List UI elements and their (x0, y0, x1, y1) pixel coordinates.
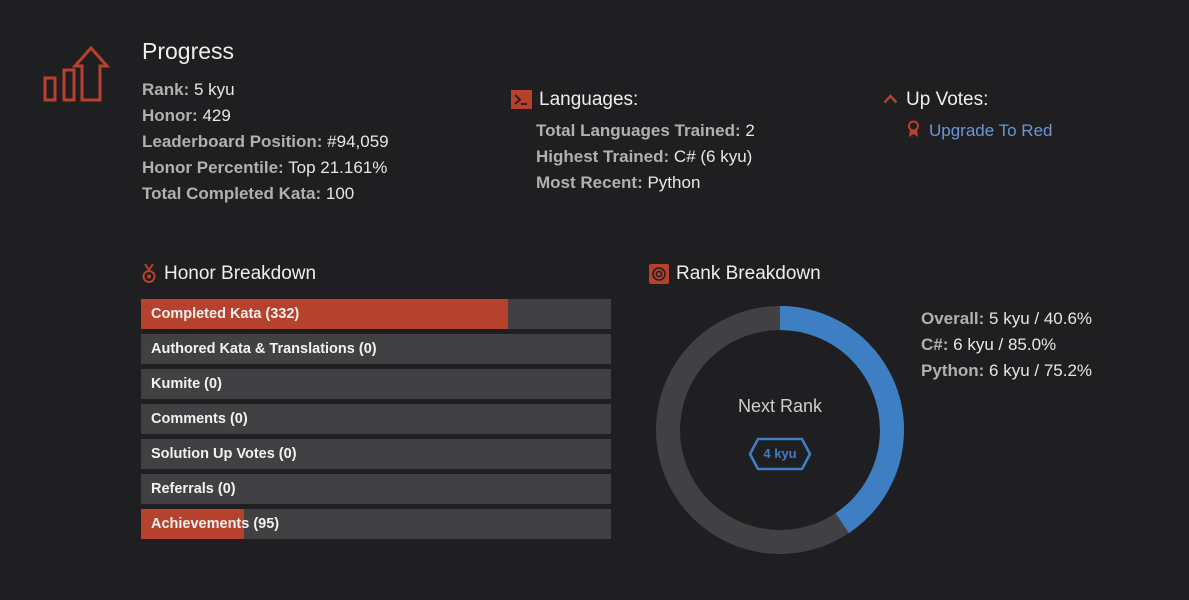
honor-bar-solution-up-votes: Solution Up Votes (0) (141, 439, 611, 469)
stat-most-recent: Most Recent: Python (536, 173, 701, 192)
rank-python: Python: 6 kyu / 75.2% (921, 361, 1093, 380)
stat-leaderboard: Leaderboard Position: #94,059 (142, 132, 389, 151)
honor-bar-kumite: Kumite (0) (141, 369, 611, 399)
progress-stats: Rank: 5 kyu Honor: 429 Leaderboard Posit… (142, 77, 389, 207)
honor-bar-achievements: Achievements (95) (141, 509, 611, 539)
rank-csharp: C#: 6 kyu / 85.0% (921, 335, 1057, 354)
languages-stats: Total Languages Trained: 2 Highest Train… (536, 118, 755, 196)
medal-icon (142, 264, 156, 283)
ribbon-icon (908, 120, 919, 137)
honor-bar-label: Authored Kata & Translations (0) (151, 341, 377, 357)
stat-percentile: Honor Percentile: Top 21.161% (142, 158, 388, 177)
rank-donut-chart (656, 306, 904, 554)
progress-icon (43, 45, 110, 102)
upgrade-to-red-link[interactable]: Upgrade To Red (929, 121, 1053, 140)
honor-bar-label: Referrals (0) (151, 481, 236, 497)
stat-honor: Honor: 429 (142, 106, 231, 125)
stat-completed-kata: Total Completed Kata: 100 (142, 184, 355, 203)
stat-rank: Rank: 5 kyu (142, 80, 235, 99)
stat-highest-trained: Highest Trained: C# (6 kyu) (536, 147, 753, 166)
kyu-badge-hexagon (748, 437, 812, 471)
honor-bar-authored-kata: Authored Kata & Translations (0) (141, 334, 611, 364)
upvotes-title: Up Votes: (906, 89, 989, 110)
rank-overall: Overall: 5 kyu / 40.6% (921, 309, 1093, 328)
honor-bar-label: Achievements (95) (151, 516, 280, 532)
progress-title: Progress (142, 38, 235, 64)
target-icon (649, 264, 669, 284)
next-rank-label: Next Rank (737, 396, 823, 416)
donut-progress-arc (656, 306, 904, 554)
honor-bar-comments: Comments (0) (141, 404, 611, 434)
terminal-icon (511, 90, 532, 109)
honor-bar-completed-kata: Completed Kata (332) (141, 299, 611, 329)
honor-bar-label: Completed Kata (332) (151, 306, 300, 322)
honor-breakdown-title: Honor Breakdown (164, 263, 317, 284)
honor-bar-fill (141, 299, 508, 329)
languages-title: Languages: (539, 89, 639, 110)
honor-bar-label: Comments (0) (151, 411, 248, 427)
honor-bar-referrals: Referrals (0) (141, 474, 611, 504)
chevron-up-icon (883, 94, 898, 104)
stat-total-languages: Total Languages Trained: 2 (536, 121, 755, 140)
honor-bar-label: Kumite (0) (151, 376, 222, 392)
next-rank-badge: 4 kyu (763, 446, 797, 461)
honor-bar-fill (141, 509, 245, 539)
rank-breakdown-title: Rank Breakdown (676, 263, 821, 284)
honor-bar-label: Solution Up Votes (0) (151, 446, 297, 462)
rank-stats: Overall: 5 kyu / 40.6% C#: 6 kyu / 85.0%… (921, 306, 1092, 384)
